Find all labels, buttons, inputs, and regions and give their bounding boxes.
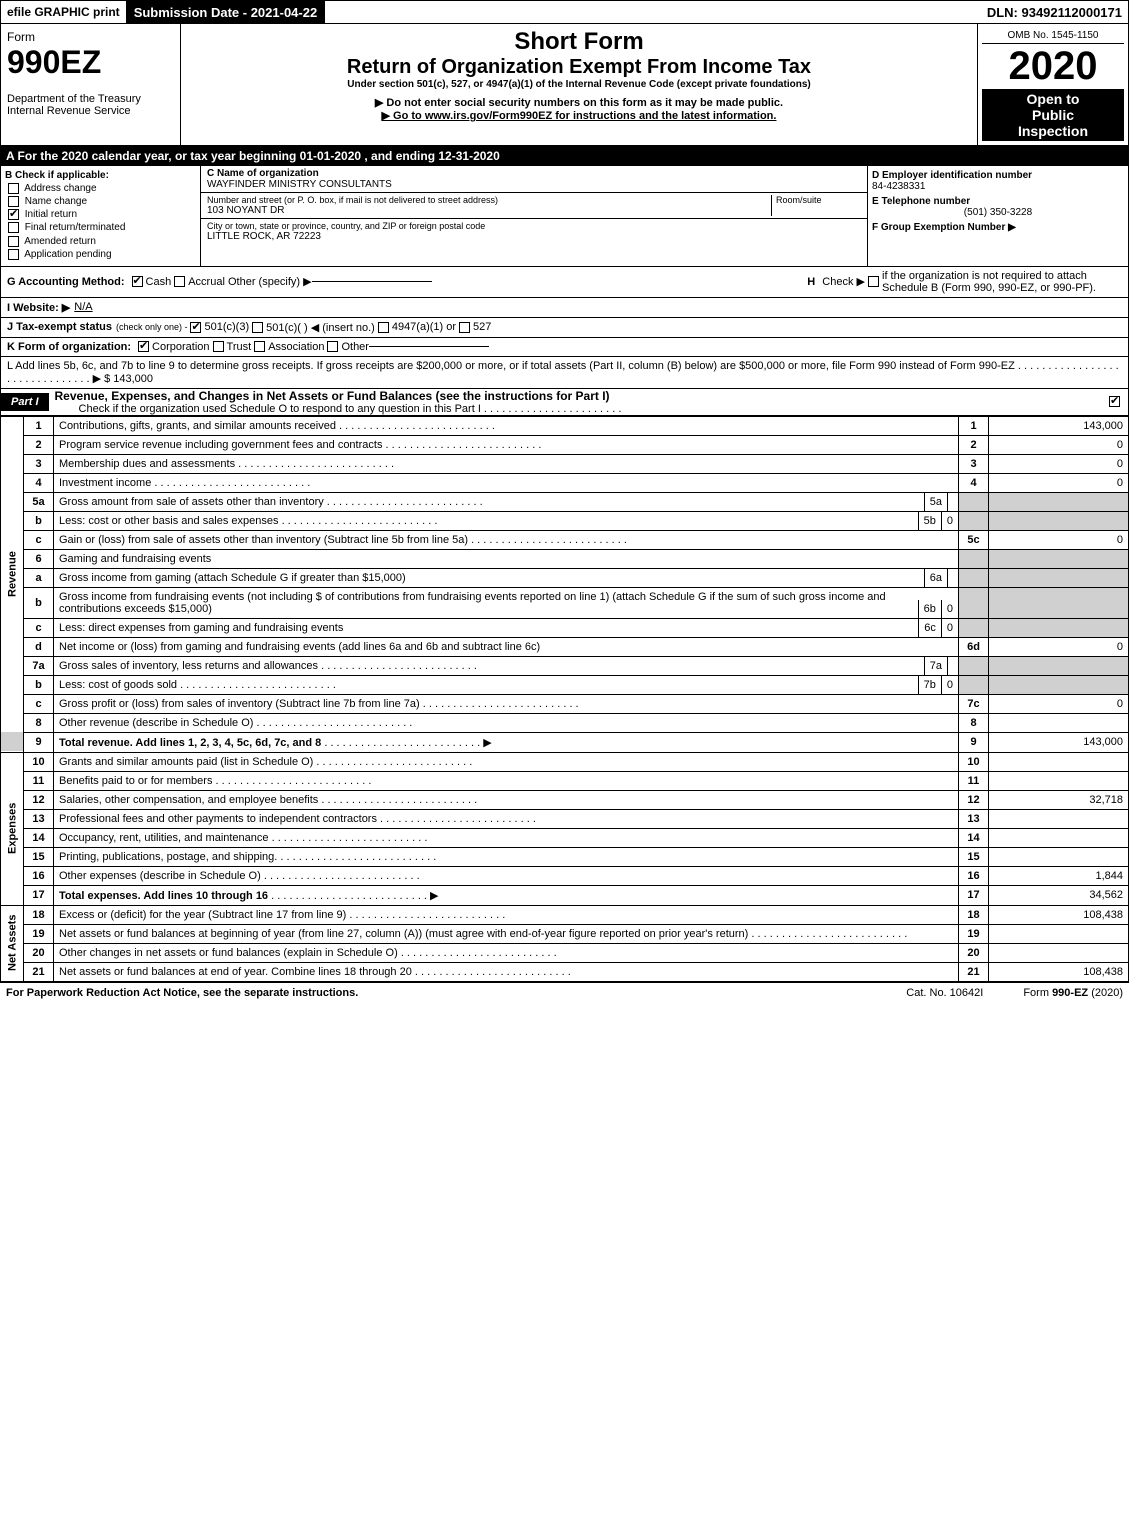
chk-application-pending[interactable] [8,249,19,260]
chk-final-return[interactable] [8,222,19,233]
box-b: B Check if applicable: Address change Na… [1,166,201,266]
return-title: Return of Organization Exempt From Incom… [189,56,969,79]
val-3: 0 [989,454,1129,473]
side-net-assets: Net Assets [1,905,24,981]
chk-501c[interactable] [252,322,263,333]
org-address: 103 NOYANT DR [207,205,771,216]
chk-association[interactable] [254,341,265,352]
chk-other-org[interactable] [327,341,338,352]
val-16: 1,844 [989,866,1129,885]
box-def: D Employer identification number 84-4238… [868,166,1128,266]
chk-corporation[interactable] [138,341,149,352]
val-5c: 0 [989,530,1129,549]
chk-amended-return[interactable] [8,236,19,247]
box-c: C Name of organization WAYFINDER MINISTR… [201,166,868,266]
row-form-org: K Form of organization: Corporation Trus… [0,338,1129,357]
footer-left: For Paperwork Reduction Act Notice, see … [6,987,906,999]
row-gross-receipts: L Add lines 5b, 6c, and 7b to line 9 to … [0,357,1129,389]
val-9: 143,000 [989,732,1129,752]
chk-4947[interactable] [378,322,389,333]
chk-trust[interactable] [213,341,224,352]
val-5b: 0 [942,512,958,530]
submission-date: Submission Date - 2021-04-22 [126,1,326,24]
top-bar: efile GRAPHIC print Submission Date - 20… [0,0,1129,24]
chk-accrual[interactable] [174,276,185,287]
footer-form: Form 990-EZ (2020) [1023,987,1123,999]
goto-link[interactable]: ▶ Go to www.irs.gov/Form990EZ for instru… [189,109,969,122]
chk-schedule-b[interactable] [868,276,879,287]
row-g-h: G Accounting Method: Cash Accrual Other … [0,267,1129,298]
side-expenses: Expenses [1,752,24,905]
form-header: Form 990EZ Department of the Treasury In… [0,24,1129,146]
val-1: 143,000 [989,416,1129,435]
side-revenue: Revenue [1,416,24,732]
open-to-public: Open to Public Inspection [982,89,1124,141]
group-exemption: F Group Exemption Number ▶ [872,222,1124,233]
chk-name-change[interactable] [8,196,19,207]
chk-501c3[interactable] [190,322,201,333]
dept-treasury: Department of the Treasury [7,93,174,105]
row-tax-exempt: J Tax-exempt status (check only one) - 5… [0,318,1129,338]
val-6b: 0 [942,600,958,618]
tax-year: 2020 [982,44,1124,89]
val-6d: 0 [989,637,1129,656]
chk-527[interactable] [459,322,470,333]
val-4: 0 [989,473,1129,492]
val-6c: 0 [942,619,958,637]
meta-boxes: B Check if applicable: Address change Na… [0,166,1129,267]
telephone: (501) 350-3228 [872,207,1124,218]
website-value: N/A [74,301,92,313]
part1-bar: Part I Revenue, Expenses, and Changes in… [0,389,1129,416]
short-form-title: Short Form [189,28,969,56]
val-12: 32,718 [989,790,1129,809]
footer-catno: Cat. No. 10642I [906,987,983,999]
page-footer: For Paperwork Reduction Act Notice, see … [0,982,1129,1003]
lines-table: Revenue 1Contributions, gifts, grants, a… [0,416,1129,982]
tax-year-line: A For the 2020 calendar year, or tax yea… [0,146,1129,166]
efile-label[interactable]: efile GRAPHIC print [1,5,126,19]
row-website: I Website: ▶ N/A [0,298,1129,318]
val-7c: 0 [989,694,1129,713]
form-number: 990EZ [7,44,174,81]
irs-label: Internal Revenue Service [7,105,174,117]
val-18: 108,438 [989,905,1129,924]
chk-cash[interactable] [132,276,143,287]
chk-address-change[interactable] [8,183,19,194]
val-17: 34,562 [989,885,1129,905]
chk-initial-return[interactable] [8,209,19,220]
under-section: Under section 501(c), 527, or 4947(a)(1)… [189,79,969,90]
val-7b: 0 [942,676,958,694]
form-word: Form [7,30,35,44]
org-name: WAYFINDER MINISTRY CONSULTANTS [207,179,861,190]
org-city: LITTLE ROCK, AR 72223 [207,231,861,242]
val-21: 108,438 [989,962,1129,981]
ein-value: 84-4238331 [872,181,1124,192]
val-2: 0 [989,435,1129,454]
dln-label: DLN: 93492112000171 [987,5,1128,20]
ssn-warning: ▶ Do not enter social security numbers o… [189,96,969,109]
chk-schedule-o[interactable] [1109,396,1120,407]
omb-number: OMB No. 1545-1150 [982,28,1124,44]
